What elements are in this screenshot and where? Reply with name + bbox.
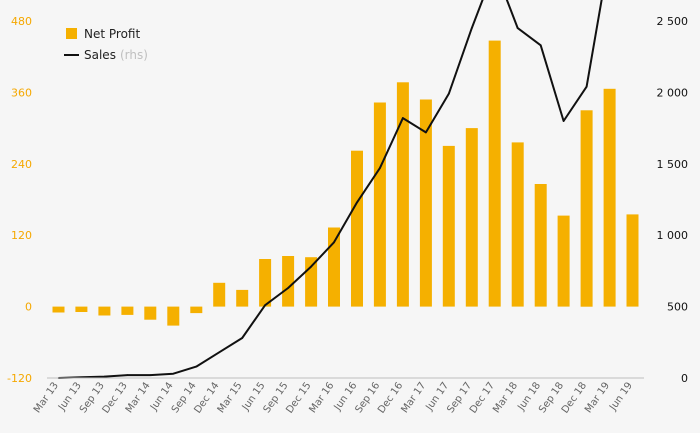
bar-net-profit: [98, 306, 111, 316]
bar-net-profit: [465, 128, 478, 307]
y-left-tick-label: -120: [7, 372, 32, 385]
point-sales: [126, 374, 129, 376]
legend-swatch-net-profit: [66, 28, 77, 39]
point-sales: [287, 287, 289, 289]
y-left-tick-label: 240: [11, 158, 32, 171]
bar-net-profit: [580, 110, 593, 307]
y-left-tick-label: 0: [25, 301, 32, 314]
bar-net-profit: [236, 289, 249, 307]
bar-net-profit: [373, 102, 386, 307]
y-right-tick-label: 1 500: [657, 158, 689, 171]
point-sales: [402, 117, 404, 119]
bar-net-profit: [557, 215, 570, 307]
point-sales: [585, 85, 588, 88]
bar-net-profit: [282, 256, 295, 307]
y-left-tick-label: 120: [11, 229, 32, 242]
bar-net-profit: [351, 150, 363, 307]
legend: Net Profit Sales (rhs): [64, 27, 148, 62]
bar-net-profit: [396, 82, 409, 307]
bar-net-profit: [442, 145, 455, 307]
bar-net-profit: [419, 99, 432, 307]
bar-net-profit: [52, 306, 65, 313]
point-sales: [539, 44, 542, 47]
bar-net-profit: [213, 282, 226, 307]
bar-net-profit: [603, 88, 616, 307]
point-sales: [448, 93, 450, 95]
point-sales: [562, 120, 565, 122]
point-sales: [471, 27, 473, 29]
bar-net-profit: [144, 306, 157, 320]
bar-net-profit: [259, 259, 272, 307]
y-right-tick-label: 0: [681, 372, 688, 385]
point-sales: [218, 351, 220, 354]
x-tick-label: Jun 19: [607, 380, 635, 413]
point-sales: [172, 372, 175, 375]
y-right-tick-label: 1 000: [657, 229, 689, 242]
legend-label-sales: Sales (rhs): [84, 48, 148, 62]
bar-net-profit: [121, 306, 134, 315]
bar-net-profit: [488, 40, 501, 307]
bar-net-profit: [534, 184, 547, 307]
legend-label-net-profit: Net Profit: [84, 27, 140, 41]
bar-net-profit: [167, 306, 180, 326]
x-tick-label: Mar 13: [32, 380, 61, 415]
legend-label-sales-suffix: (rhs): [120, 48, 148, 62]
bar-net-profit: [75, 306, 88, 312]
line-sales: [58, 0, 603, 379]
bar-net-profit: [190, 306, 203, 314]
point-sales: [356, 201, 358, 204]
point-sales: [333, 241, 335, 244]
point-sales: [516, 27, 519, 29]
bar-net-profit: [328, 227, 340, 307]
point-sales: [310, 265, 312, 268]
point-sales: [195, 365, 198, 368]
bars-layer: [52, 40, 639, 326]
point-sales: [264, 304, 266, 307]
y-right-tick-label: 2 500: [657, 15, 689, 28]
bar-net-profit: [511, 142, 524, 307]
point-sales: [425, 131, 427, 134]
point-sales: [379, 167, 381, 169]
y-left-tick-label: 360: [11, 86, 32, 99]
point-sales: [149, 374, 152, 376]
bar-net-profit: [626, 214, 639, 307]
y-left-tick-label: 480: [11, 15, 32, 28]
bar-net-profit: [305, 257, 318, 307]
y-right-tick-label: 500: [667, 301, 688, 314]
point-sales: [103, 375, 106, 378]
point-sales: [241, 337, 243, 339]
y-right-tick-label: 2 000: [657, 86, 689, 99]
legend-label-sales-name: Sales: [84, 48, 116, 62]
line-layer: [57, 0, 603, 379]
